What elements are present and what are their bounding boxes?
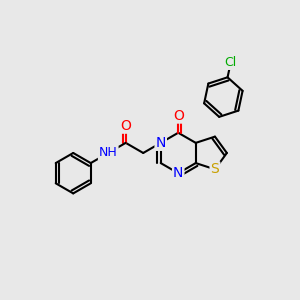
Text: N: N: [173, 166, 183, 180]
Text: NH: NH: [99, 146, 118, 160]
Text: O: O: [120, 119, 131, 133]
Text: S: S: [211, 162, 219, 176]
Text: O: O: [173, 109, 184, 123]
Text: Cl: Cl: [225, 56, 237, 69]
Text: N: N: [155, 136, 166, 150]
